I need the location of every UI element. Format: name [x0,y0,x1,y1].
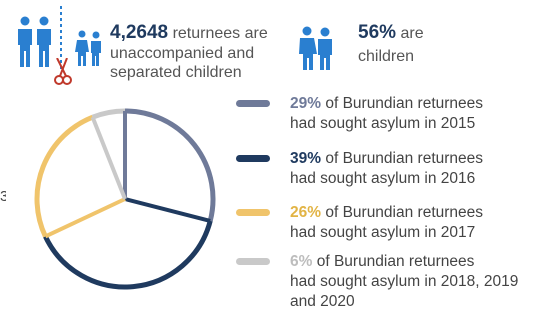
pie-slice-spoke-3 [90,116,127,200]
legend-text-2018-c: and 2020 [290,293,355,310]
legend-pct-2017: 26% [290,204,322,221]
edge-mark: 3 [0,188,6,205]
children-text-2: children [358,48,415,65]
returnees-text-2: unaccompanied and [110,45,255,62]
legend-text-2016-a: of Burundian returnees [321,150,484,167]
legend-swatch-2016 [236,155,270,162]
scissors-icon [54,58,72,85]
returnees-number: 4,2648 [110,22,169,43]
legend-text-2015-a: of Burundian returnees [321,95,484,112]
legend-pct-2016: 39% [290,150,322,167]
children-icon [75,30,101,66]
pie-slice-arc-2 [34,114,94,238]
pie-chart [34,108,216,290]
family-icon [18,16,51,67]
legend-swatch-2018-2020 [236,258,270,265]
legend-text-2018-a: of Burundian returnees [312,253,475,270]
pie-slice-arc-3 [91,108,126,120]
pie-slice-arc-0 [124,108,216,222]
pie-slice-spoke-2 [44,197,126,239]
legend-text-2017-b: had sought asylum in 2017 [290,224,476,241]
legend-swatch-2017 [236,209,270,216]
returnees-text-1: returnees are [168,25,268,42]
children-percent: 56% [358,22,397,43]
legend-entry-2018-2020: 6% of Burundian returnees had sought asy… [290,252,518,312]
legend-text-2018-b: had sought asylum in 2018, 2019 [290,273,519,290]
legend-pct-2018-2020: 6% [290,253,313,270]
children-text-1: are [396,25,424,42]
legend-text-2016-b: had sought asylum in 2016 [290,170,476,187]
returnees-text-3: separated children [110,64,242,81]
pie-slice-arc-1 [43,220,213,290]
pie-slice-spoke-1 [124,197,211,223]
legend-entry-2016: 39% of Burundian returnees had sought as… [290,149,483,189]
dashed-divider [60,6,62,72]
legend-pct-2015: 29% [290,95,322,112]
legend-entry-2017: 26% of Burundian returnees had sought as… [290,203,483,243]
legend-swatch-2015 [236,100,270,107]
legend-text-2017-a: of Burundian returnees [321,204,484,221]
legend-entry-2015: 29% of Burundian returnees had sought as… [290,94,483,134]
children-icon [299,26,332,70]
legend-text-2015-b: had sought asylum in 2015 [290,115,476,132]
